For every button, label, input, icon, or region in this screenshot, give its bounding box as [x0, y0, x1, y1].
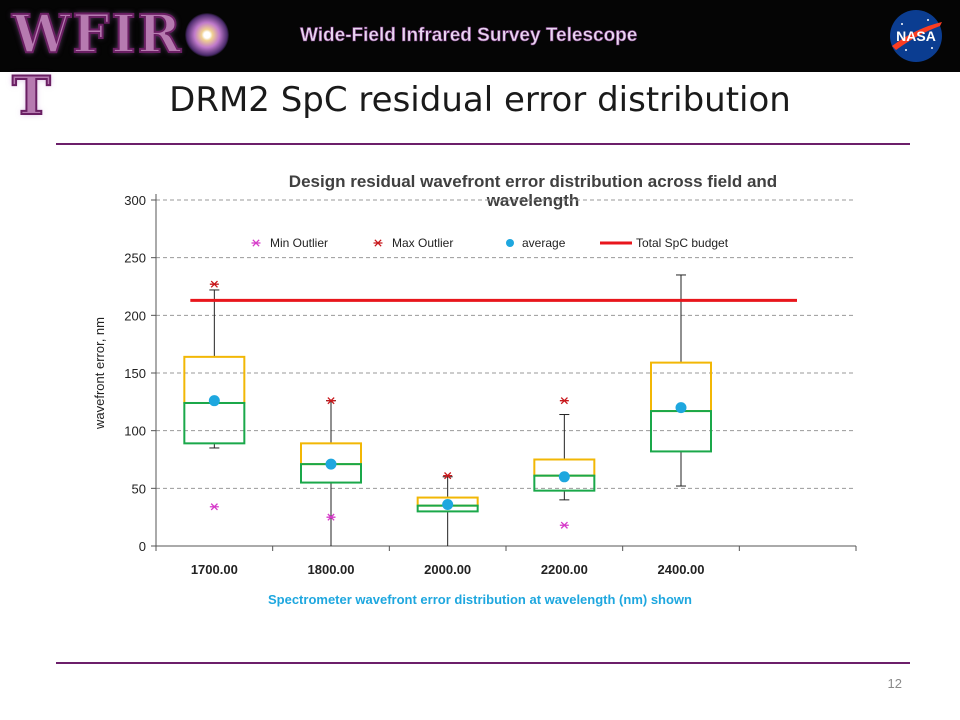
average-point — [558, 471, 570, 483]
max-outlier-marker — [559, 397, 569, 405]
galaxy-icon — [184, 12, 229, 57]
max-outlier-marker — [326, 397, 336, 405]
y-axis-label: wavefront error, nm — [92, 317, 107, 430]
average-point — [325, 458, 337, 470]
y-tick-label: 300 — [124, 193, 146, 208]
min-outlier-marker — [209, 503, 219, 511]
average-point — [442, 498, 454, 510]
legend-label: average — [522, 236, 566, 250]
legend-min-outlier-marker — [251, 239, 261, 247]
slide-title: DRM2 SpC residual error distribution — [169, 80, 791, 120]
y-tick-label: 0 — [139, 539, 146, 554]
min-outlier-marker — [559, 521, 569, 529]
legend-label: Total SpC budget — [636, 236, 729, 250]
legend-average-marker — [506, 239, 514, 247]
header-banner: Wide-Field Infrared Survey Telescope — [300, 25, 638, 47]
chart-title-line: wavelength — [486, 191, 580, 210]
x-tick-label: 1700.00 — [191, 562, 238, 577]
average-point — [208, 395, 220, 407]
svg-text:NASA: NASA — [896, 28, 936, 44]
y-tick-label: 200 — [124, 308, 146, 323]
average-point — [675, 402, 687, 414]
top-divider — [56, 143, 910, 145]
legend-label: Min Outlier — [270, 236, 328, 250]
header-bar: WFIRT Wide-Field Infrared Survey Telesco… — [0, 0, 960, 128]
box-plot-chart: Design residual wavefront error distribu… — [92, 172, 857, 607]
x-axis-label: Spectrometer wavefront error distributio… — [268, 592, 692, 607]
x-tick-label: 1800.00 — [308, 562, 355, 577]
x-tick-label: 2000.00 — [424, 562, 471, 577]
x-tick-label: 2400.00 — [658, 562, 705, 577]
page-number: 12 — [887, 676, 902, 691]
wfirst-logo: WFIRT — [11, 3, 262, 128]
legend-max-outlier-marker — [373, 239, 383, 247]
box-lower-half — [183, 401, 246, 445]
nasa-logo: NASA — [890, 10, 942, 62]
min-outlier-marker — [326, 513, 336, 521]
x-tick-label: 2200.00 — [541, 562, 588, 577]
y-tick-label: 50 — [132, 481, 146, 496]
y-tick-label: 150 — [124, 366, 146, 381]
max-outlier-marker — [443, 472, 453, 480]
max-outlier-marker — [209, 280, 219, 288]
y-tick-label: 250 — [124, 251, 146, 266]
y-tick-label: 100 — [124, 424, 146, 439]
chart-title-line: Design residual wavefront error distribu… — [289, 172, 777, 191]
box-lower-half — [650, 410, 712, 453]
legend-label: Max Outlier — [392, 236, 453, 250]
bottom-divider — [56, 662, 910, 664]
